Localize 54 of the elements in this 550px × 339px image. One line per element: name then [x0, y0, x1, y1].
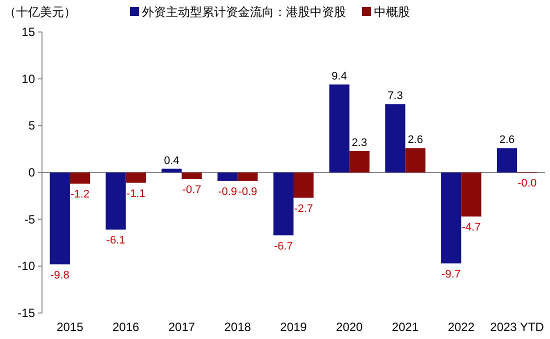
- data-label: 0.4: [164, 154, 180, 167]
- data-label: 2.3: [352, 136, 368, 149]
- x-tick-label: 2018: [224, 320, 252, 334]
- legend-label: 中概股: [374, 5, 410, 19]
- x-tick-label: 2015: [56, 320, 84, 334]
- bar: [70, 172, 90, 184]
- data-label: -9.8: [50, 269, 70, 282]
- bar: [405, 148, 426, 172]
- data-label: -6.7: [274, 240, 293, 252]
- x-tick-label: 2021: [392, 320, 419, 334]
- y-tick-label: 0: [28, 166, 36, 180]
- bar: [461, 172, 482, 217]
- bar: [385, 104, 406, 172]
- data-label: 7.3: [388, 90, 403, 102]
- data-label: -2.7: [294, 202, 314, 215]
- data-label: -0.0: [518, 178, 537, 190]
- bar: [217, 172, 238, 181]
- x-tick-label: 2020: [336, 320, 364, 334]
- data-label: -0.9: [238, 186, 258, 198]
- data-label: 2.6: [499, 134, 515, 146]
- y-tick-label: 10: [22, 72, 36, 86]
- data-label: 2.6: [408, 134, 423, 146]
- bar: [182, 172, 202, 180]
- y-tick-label: 15: [22, 25, 36, 39]
- bar: [238, 172, 258, 181]
- y-axis-title: （十亿美元）: [4, 5, 76, 19]
- data-label: -6.1: [106, 234, 126, 247]
- bar: [50, 172, 70, 264]
- legend-label: 外资主动型累计资金流向：港股中资股: [142, 5, 346, 19]
- y-tick-label: -5: [24, 212, 36, 226]
- bar: [329, 84, 350, 172]
- bar: [441, 172, 462, 264]
- y-tick-label: -10: [18, 259, 36, 274]
- bar: [349, 150, 370, 172]
- data-label: -0.7: [182, 184, 202, 196]
- data-label: -4.7: [462, 222, 481, 234]
- x-tick-label: 2023 YTD: [490, 320, 544, 334]
- data-label: -9.7: [442, 268, 461, 280]
- y-tick-label: 5: [28, 118, 36, 133]
- bar: [106, 172, 126, 230]
- x-tick-label: 2017: [168, 320, 196, 334]
- bar: [496, 148, 518, 172]
- x-tick-label: 2016: [112, 320, 140, 334]
- bar: [126, 172, 146, 183]
- bar: [294, 172, 314, 198]
- data-label: -1.2: [70, 188, 90, 201]
- y-tick-label: -15: [18, 306, 36, 320]
- bar: [273, 172, 294, 236]
- x-tick-label: 2022: [448, 320, 475, 334]
- data-label: -0.9: [218, 186, 238, 198]
- bar: [162, 168, 182, 172]
- data-label: 9.4: [332, 70, 347, 82]
- data-label: -1.1: [126, 188, 146, 200]
- x-tick-label: 2019: [280, 320, 308, 334]
